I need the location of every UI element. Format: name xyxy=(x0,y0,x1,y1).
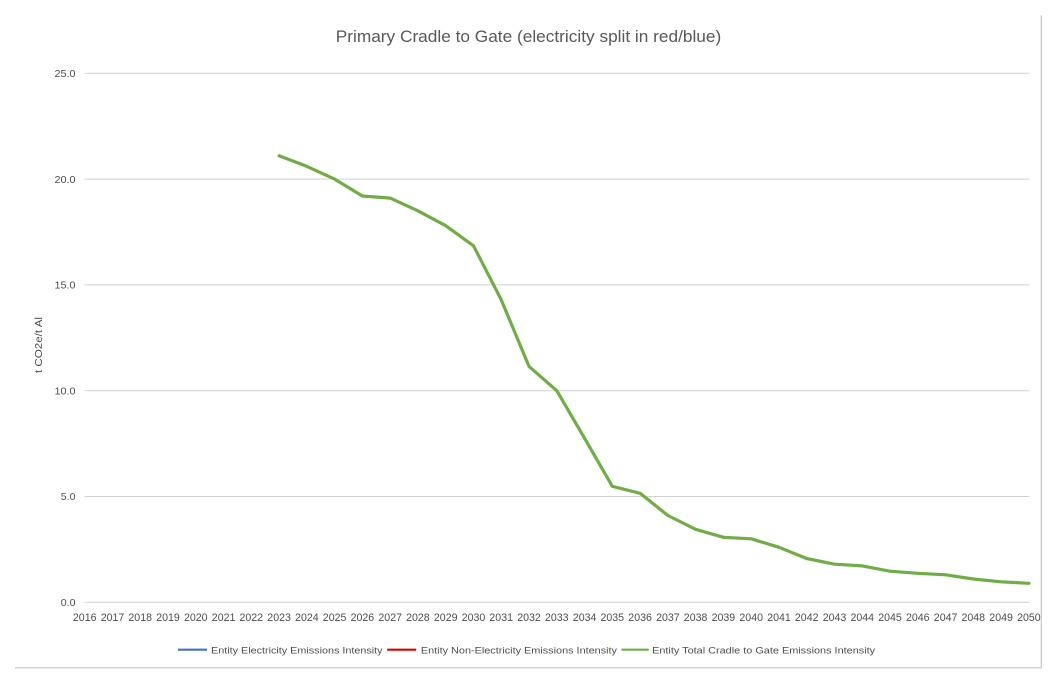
svg-text:2034: 2034 xyxy=(573,612,597,624)
svg-text:2030: 2030 xyxy=(462,612,486,624)
svg-text:2032: 2032 xyxy=(517,612,541,624)
svg-text:2021: 2021 xyxy=(212,612,236,624)
svg-text:2028: 2028 xyxy=(406,612,430,624)
svg-text:2037: 2037 xyxy=(656,612,680,624)
svg-text:Entity Non-Electricity Emissio: Entity Non-Electricity Emissions Intensi… xyxy=(421,644,617,655)
svg-text:2041: 2041 xyxy=(767,612,791,624)
svg-text:2048: 2048 xyxy=(962,612,986,624)
svg-text:2042: 2042 xyxy=(795,612,819,624)
svg-text:2044: 2044 xyxy=(851,612,875,624)
svg-text:Primary Cradle to Gate (electr: Primary Cradle to Gate (electricity spli… xyxy=(336,27,722,46)
svg-text:2031: 2031 xyxy=(489,612,513,624)
svg-text:2018: 2018 xyxy=(128,612,152,624)
svg-text:2050: 2050 xyxy=(1017,612,1041,624)
svg-text:10.0: 10.0 xyxy=(55,386,76,397)
svg-text:2019: 2019 xyxy=(156,612,180,624)
svg-text:2025: 2025 xyxy=(323,612,347,624)
svg-text:Entity Electricity Emissions I: Entity Electricity Emissions Intensity xyxy=(211,644,383,655)
svg-text:2026: 2026 xyxy=(351,612,375,624)
svg-text:0.0: 0.0 xyxy=(61,598,76,609)
svg-text:2024: 2024 xyxy=(295,612,319,624)
svg-text:t CO2e/t Al: t CO2e/t Al xyxy=(33,317,45,373)
svg-text:2039: 2039 xyxy=(712,612,736,624)
svg-text:2020: 2020 xyxy=(184,612,208,624)
svg-text:15.0: 15.0 xyxy=(55,281,76,292)
svg-text:2017: 2017 xyxy=(101,612,125,624)
svg-text:2038: 2038 xyxy=(684,612,708,624)
svg-text:2045: 2045 xyxy=(878,612,902,624)
svg-text:2029: 2029 xyxy=(434,612,458,624)
svg-text:Entity Total Cradle to Gate Em: Entity Total Cradle to Gate Emissions In… xyxy=(652,644,875,655)
svg-text:2049: 2049 xyxy=(989,612,1013,624)
svg-text:2027: 2027 xyxy=(378,612,402,624)
svg-text:2036: 2036 xyxy=(628,612,652,624)
svg-text:2022: 2022 xyxy=(240,612,264,624)
svg-text:2023: 2023 xyxy=(267,612,291,624)
svg-text:5.0: 5.0 xyxy=(61,492,76,503)
svg-text:20.0: 20.0 xyxy=(55,175,76,186)
svg-text:2033: 2033 xyxy=(545,612,569,624)
svg-text:2046: 2046 xyxy=(906,612,930,624)
svg-text:2043: 2043 xyxy=(823,612,847,624)
svg-text:2040: 2040 xyxy=(739,612,763,624)
svg-text:2035: 2035 xyxy=(601,612,625,624)
svg-text:2016: 2016 xyxy=(73,612,97,624)
svg-text:2047: 2047 xyxy=(934,612,958,624)
svg-text:25.0: 25.0 xyxy=(55,69,76,80)
